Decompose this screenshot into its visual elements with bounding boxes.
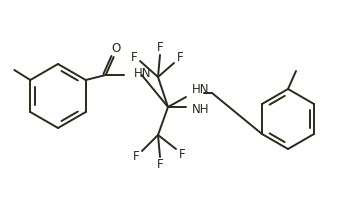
Text: F: F — [131, 51, 137, 64]
Text: F: F — [157, 40, 163, 54]
Text: HN: HN — [134, 67, 151, 79]
Text: NH: NH — [192, 103, 209, 116]
Text: HN: HN — [192, 83, 209, 95]
Text: F: F — [177, 51, 183, 64]
Text: F: F — [133, 150, 139, 163]
Text: F: F — [179, 149, 185, 162]
Text: F: F — [157, 159, 163, 171]
Text: O: O — [111, 42, 120, 55]
